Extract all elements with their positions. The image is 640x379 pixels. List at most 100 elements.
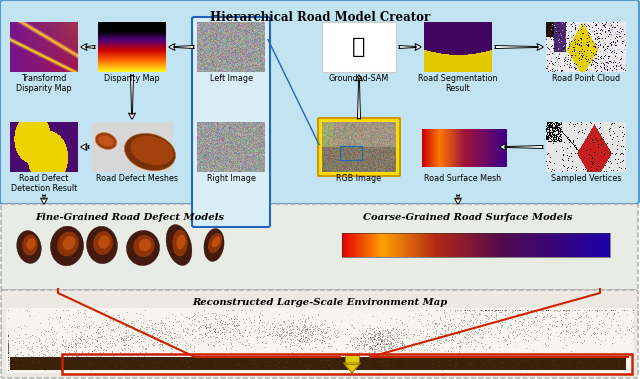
Point [435, 340, 445, 346]
Point [56, 323, 67, 329]
Point [244, 329, 254, 335]
Point [468, 324, 478, 330]
Point [23, 344, 33, 350]
Point [27, 343, 37, 349]
Point [287, 319, 298, 326]
Point [181, 329, 191, 335]
Point [507, 307, 517, 313]
Point [87, 358, 97, 364]
Point [415, 312, 426, 318]
Point [3, 341, 13, 347]
Point [534, 312, 544, 318]
Point [300, 323, 310, 329]
Point [506, 322, 516, 328]
Point [513, 326, 524, 332]
Point [387, 354, 397, 360]
Point [258, 328, 268, 334]
Point [376, 337, 387, 343]
Point [160, 320, 170, 326]
Point [306, 334, 316, 340]
Point [297, 311, 307, 317]
Point [463, 332, 473, 338]
Point [127, 321, 137, 327]
Point [111, 351, 122, 357]
Point [61, 356, 71, 362]
Point [12, 338, 22, 344]
Point [181, 359, 191, 365]
Point [216, 317, 226, 323]
Point [389, 337, 399, 343]
Point [433, 362, 443, 368]
Point [76, 338, 86, 344]
Point [479, 351, 489, 357]
Point [321, 357, 332, 363]
Point [205, 328, 216, 334]
Point [475, 319, 485, 326]
Point [394, 331, 404, 337]
Point [241, 333, 252, 339]
Point [440, 330, 450, 336]
Point [317, 329, 328, 335]
Point [274, 331, 284, 337]
Point [478, 308, 488, 314]
Point [41, 328, 51, 334]
Point [370, 346, 380, 352]
Point [460, 362, 470, 368]
Point [105, 340, 115, 346]
Point [317, 332, 328, 338]
Point [485, 312, 495, 318]
Point [109, 340, 120, 346]
Point [101, 344, 111, 350]
Point [572, 310, 582, 316]
Point [287, 326, 297, 332]
Point [29, 313, 40, 319]
Point [358, 342, 369, 348]
Point [145, 323, 156, 329]
Point [420, 335, 431, 341]
Point [71, 342, 81, 348]
Point [497, 323, 507, 329]
Point [200, 330, 210, 337]
Point [157, 343, 167, 349]
Point [3, 354, 13, 360]
Point [387, 362, 397, 368]
Point [3, 332, 13, 338]
Point [254, 344, 264, 350]
Point [290, 308, 300, 314]
Point [152, 353, 163, 359]
Point [543, 307, 553, 313]
Point [218, 307, 228, 313]
Point [447, 334, 457, 340]
Point [372, 325, 383, 331]
Point [316, 328, 326, 334]
Point [384, 329, 394, 335]
Point [183, 366, 193, 372]
Point [326, 321, 337, 327]
Point [285, 337, 296, 343]
Point [217, 320, 227, 326]
Point [262, 351, 272, 357]
Point [333, 333, 343, 339]
Point [456, 321, 467, 327]
Point [448, 332, 458, 338]
Point [453, 340, 463, 346]
Point [349, 341, 359, 347]
Point [518, 316, 529, 323]
Point [183, 326, 193, 332]
Point [428, 366, 438, 372]
Point [508, 343, 518, 349]
Point [202, 321, 212, 327]
Point [100, 335, 111, 341]
Point [356, 334, 366, 340]
Point [287, 342, 297, 348]
Point [570, 316, 580, 322]
Point [306, 338, 316, 345]
Point [586, 315, 596, 321]
Point [454, 348, 464, 354]
Point [45, 332, 55, 338]
Point [54, 348, 65, 354]
Point [299, 338, 309, 344]
Point [449, 327, 459, 333]
Point [525, 323, 536, 329]
Point [276, 322, 286, 328]
